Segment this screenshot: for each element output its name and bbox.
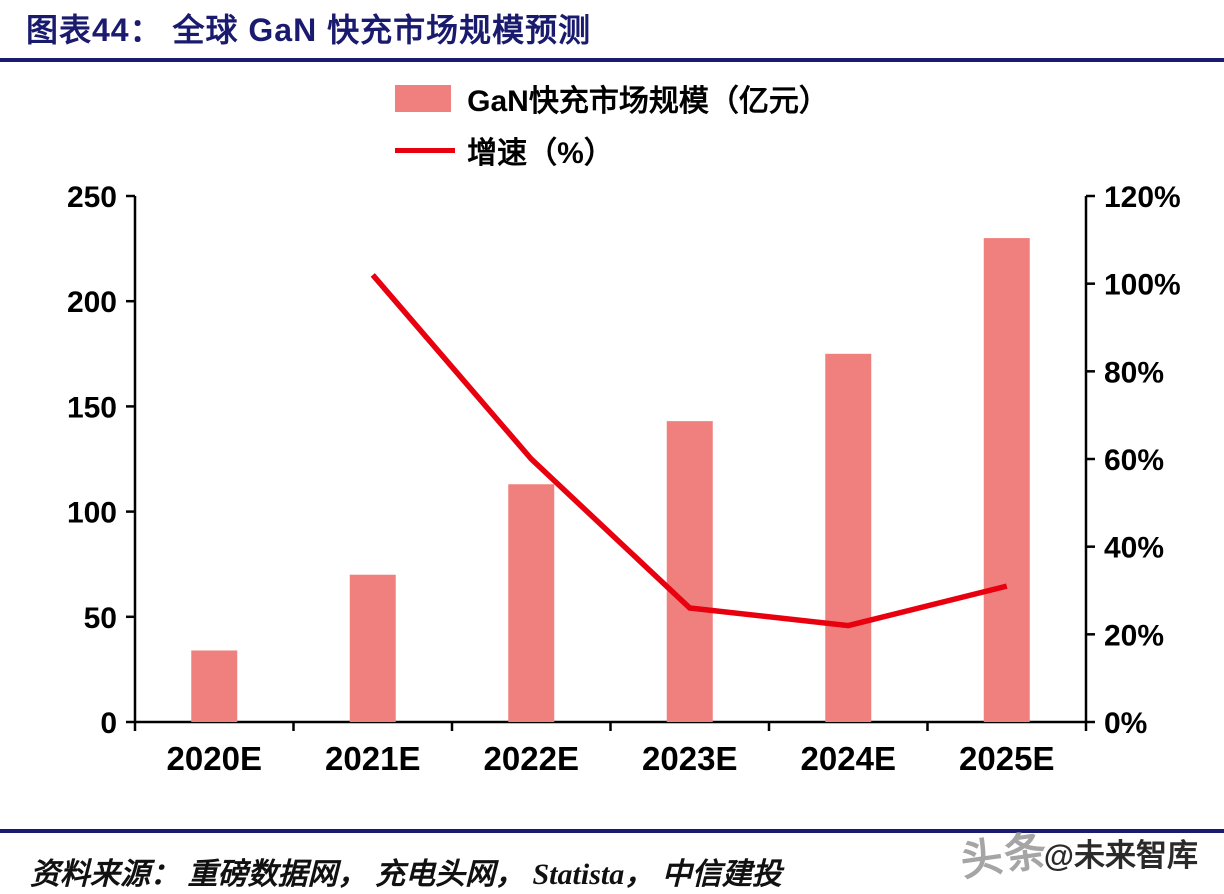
figure-header: 图表44： 全球 GaN 快充市场规模预测	[0, 0, 1224, 50]
toutiao-watermark: 头条	[957, 826, 1052, 885]
source-text: 资料来源： 重磅数据网， 充电头网， Statista， 中信建投	[30, 858, 782, 891]
left-tick-label: 250	[67, 182, 117, 214]
market-size-bar	[508, 484, 555, 722]
right-tick-label: 40%	[1104, 532, 1164, 565]
left-tick-label: 0	[100, 707, 117, 740]
market-size-bar	[191, 650, 238, 722]
growth-rate-line	[370, 273, 1008, 629]
left-tick-label: 150	[67, 391, 117, 424]
market-size-bar	[666, 421, 713, 722]
legend-item-line: 增速（%）	[395, 130, 829, 170]
market-size-bar	[349, 574, 396, 722]
market-size-bar	[983, 238, 1030, 722]
right-tick-label: 20%	[1104, 619, 1164, 652]
chart-legend: GaN快充市场规模（亿元） 增速（%）	[395, 78, 829, 170]
market-size-bar	[825, 353, 872, 722]
bottom-divider	[0, 829, 1224, 833]
legend-item-bar: GaN快充市场规模（亿元）	[395, 78, 829, 118]
legend-bar-swatch	[395, 84, 452, 112]
top-divider	[0, 58, 1224, 62]
page-title: 图表44： 全球 GaN 快充市场规模预测	[26, 12, 592, 48]
right-tick-label: 100%	[1104, 269, 1181, 302]
right-tick-label: 60%	[1104, 444, 1164, 477]
left-tick-label: 100	[67, 497, 117, 530]
legend-line-label: 增速（%）	[467, 137, 614, 170]
x-category-label: 2020E	[167, 740, 262, 777]
legend-bar-label: GaN快充市场规模（亿元）	[467, 85, 829, 118]
legend-line-swatch	[395, 147, 456, 153]
x-category-label: 2022E	[484, 740, 579, 777]
left-tick-label: 200	[67, 286, 117, 319]
zhiku-watermark: @未来智库	[1043, 838, 1198, 873]
combo-chart: 0 50 100 150 200 250 0% 20% 40% 60% 80% 100% 120% 202…	[67, 181, 1181, 777]
right-tick-label: 80%	[1104, 356, 1164, 389]
right-tick-label: 0%	[1104, 707, 1147, 740]
x-category-label: 2025E	[959, 740, 1054, 777]
x-category-label: 2021E	[325, 740, 420, 777]
figure-footer: 资料来源： 重磅数据网， 充电头网， Statista， 中信建投 头条 @未来…	[0, 826, 1224, 893]
x-category-label: 2023E	[642, 740, 737, 777]
right-tick-label: 120%	[1104, 182, 1181, 214]
legend-line-swatch-wrap	[395, 147, 461, 153]
x-category-label: 2024E	[801, 740, 896, 777]
left-tick-label: 50	[84, 602, 117, 635]
legend-bar-swatch-wrap	[395, 84, 461, 112]
